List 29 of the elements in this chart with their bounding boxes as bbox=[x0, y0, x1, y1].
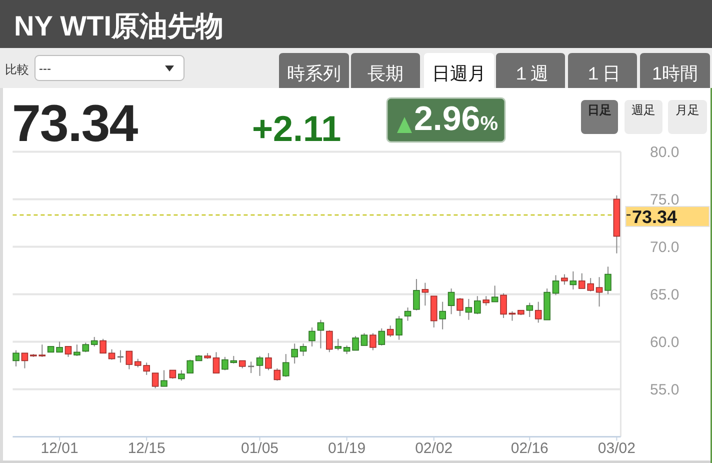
x-tick-label: 12/01 bbox=[40, 440, 78, 457]
text: 日週月 bbox=[432, 64, 486, 84]
y-tick-label: 75.0 bbox=[650, 192, 680, 208]
chart-title: NY WTI原油先物 bbox=[14, 10, 224, 42]
text: １日 bbox=[584, 64, 620, 84]
text: --- bbox=[39, 62, 51, 76]
text: １週 bbox=[512, 64, 548, 84]
annotation: 73.34 bbox=[12, 95, 138, 153]
x-tick-label: 02/16 bbox=[510, 440, 548, 457]
y-tick-label: 80.0 bbox=[650, 144, 680, 161]
text: +2.11 bbox=[252, 108, 342, 149]
y-tick-label: 55.0 bbox=[650, 382, 680, 398]
text: 2.96% bbox=[414, 100, 498, 138]
x-tick-label: 03/02 bbox=[598, 440, 636, 457]
text: 月足 bbox=[676, 103, 700, 117]
text: 日足 bbox=[588, 103, 612, 117]
x-tick-label: 12/15 bbox=[128, 440, 166, 457]
x-tick-label: 02/02 bbox=[415, 440, 453, 457]
x-tick-label: 01/19 bbox=[328, 440, 366, 457]
y-tick-label: 65.0 bbox=[650, 286, 680, 304]
text: 長期 bbox=[368, 64, 404, 84]
x-tick-label: 01/05 bbox=[240, 440, 279, 457]
text: 時系列 bbox=[287, 64, 341, 84]
y-tick-label: 60.0 bbox=[650, 334, 680, 351]
ref-line-label: 73.34 bbox=[632, 206, 678, 227]
y-tick-label: 70.0 bbox=[650, 239, 680, 256]
text: 比較 bbox=[5, 62, 29, 76]
text: 週足 bbox=[632, 103, 656, 117]
text: 1時間 bbox=[652, 64, 698, 84]
